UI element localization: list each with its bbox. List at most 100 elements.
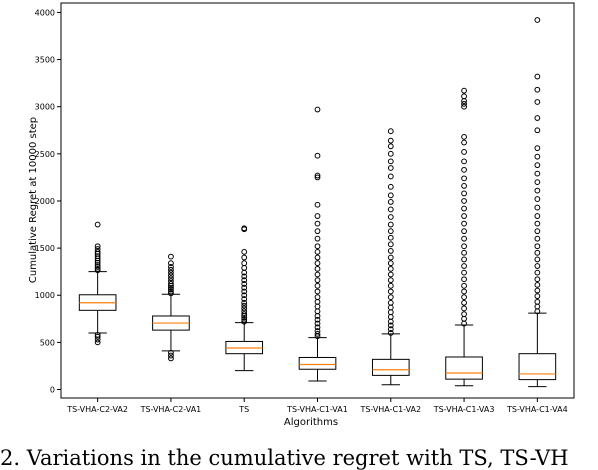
outlier-point xyxy=(534,170,541,177)
outlier-point xyxy=(387,294,394,301)
outlier-point xyxy=(534,127,541,134)
outlier-point xyxy=(241,318,248,325)
outlier-point xyxy=(461,205,467,212)
outlier-point xyxy=(461,243,467,250)
outlier-point xyxy=(387,199,394,205)
outlier-point xyxy=(461,299,467,306)
x-tick-label: TS xyxy=(238,405,249,414)
outlier-point xyxy=(387,326,394,333)
outlier-point xyxy=(461,276,467,283)
outlier-point xyxy=(461,213,467,219)
outlier-point xyxy=(461,249,467,256)
outlier-point xyxy=(461,175,467,182)
outlier-point xyxy=(314,248,321,255)
outlier-point xyxy=(534,204,541,211)
outlier-point xyxy=(461,149,467,155)
outlier-point xyxy=(168,264,174,270)
outlier-point xyxy=(534,281,541,288)
outlier-point xyxy=(94,262,101,268)
outlier-point xyxy=(461,190,467,197)
iqr-box xyxy=(518,353,557,381)
outlier-point xyxy=(168,355,174,362)
outlier-point xyxy=(387,143,394,150)
outlier-point xyxy=(387,277,394,284)
x-tick-label: TS-VHA-C1-VA2 xyxy=(359,405,421,414)
box-ts xyxy=(225,225,264,372)
outlier-point xyxy=(314,172,321,179)
boxplot-chart: 0 500 1000 1500 2000 2500 3000 3500 4000 TS-VHA-… xyxy=(28,2,575,428)
outlier-point xyxy=(241,299,248,306)
outlier-point xyxy=(387,282,394,289)
outlier-point xyxy=(314,298,321,305)
outlier-point xyxy=(314,152,321,159)
outlier-point xyxy=(461,158,467,165)
outlier-point xyxy=(534,235,541,242)
outlier-point xyxy=(94,259,101,266)
outlier-point xyxy=(387,254,394,261)
outlier-point xyxy=(314,303,321,310)
outlier-point xyxy=(534,86,541,93)
outlier-point xyxy=(168,349,174,356)
outlier-point xyxy=(241,265,248,271)
outlier-point xyxy=(461,133,467,140)
outlier-point xyxy=(387,304,394,311)
outlier-point xyxy=(94,333,101,340)
outlier-point xyxy=(241,260,248,267)
outlier-point xyxy=(314,265,321,272)
outlier-point xyxy=(387,192,394,199)
outlier-point xyxy=(461,256,467,263)
outlier-point xyxy=(534,73,541,80)
x-tick-label: TS-VHA-C1-VA4 xyxy=(506,405,568,414)
outlier-point xyxy=(534,162,541,169)
outlier-point xyxy=(534,276,541,283)
outlier-point xyxy=(241,296,248,302)
outlier-point xyxy=(534,187,541,194)
outlier-point xyxy=(387,173,394,180)
outlier-point xyxy=(241,316,248,323)
outlier-point xyxy=(534,263,541,269)
outlier-point xyxy=(461,294,467,301)
outlier-point xyxy=(534,196,541,202)
figure-caption: 2. Variations in the cumulative regret w… xyxy=(0,446,569,470)
outlier-point xyxy=(461,315,467,322)
outlier-point xyxy=(94,243,101,250)
outlier-point xyxy=(387,128,394,135)
outlier-point xyxy=(168,288,174,295)
outlier-point xyxy=(168,253,174,260)
outlier-point xyxy=(387,241,394,248)
outlier-point xyxy=(168,278,174,285)
x-tick-label: TS-VHA-C1-VA3 xyxy=(433,405,495,414)
y-axis-label: Cumulative Regret at 10000 step xyxy=(28,117,39,283)
outlier-point xyxy=(534,298,541,305)
outlier-point xyxy=(314,288,321,295)
y-tick-label: 0 xyxy=(50,386,55,395)
outlier-point xyxy=(314,243,321,250)
outlier-point xyxy=(461,182,467,189)
outlier-point xyxy=(461,269,467,276)
outlier-point xyxy=(461,311,467,317)
outlier-point xyxy=(387,183,394,190)
outlier-point xyxy=(314,106,321,113)
outlier-point xyxy=(241,288,248,295)
y-tick-label: 3500 xyxy=(35,56,55,65)
x-tick-label: TS-VHA-C1-VA1 xyxy=(286,405,348,414)
outlier-point xyxy=(94,331,101,338)
outlier-point xyxy=(168,286,174,293)
outlier-point xyxy=(534,115,541,121)
outlier-point xyxy=(534,213,541,219)
outlier-point xyxy=(94,246,101,252)
y-tick-label: 2500 xyxy=(35,150,55,159)
outlier-point xyxy=(241,248,248,255)
outlier-point xyxy=(387,165,394,171)
outlier-point xyxy=(314,308,321,315)
outlier-point xyxy=(168,272,174,279)
outlier-point xyxy=(461,100,467,107)
outlier-point xyxy=(387,322,394,329)
box-ts-vha-c2-va1 xyxy=(152,253,190,362)
outlier-point xyxy=(534,145,541,152)
outlier-point xyxy=(314,324,321,331)
outlier-point xyxy=(534,153,541,160)
outlier-point xyxy=(461,235,467,242)
outlier-point xyxy=(461,228,467,235)
outlier-point xyxy=(168,266,174,273)
